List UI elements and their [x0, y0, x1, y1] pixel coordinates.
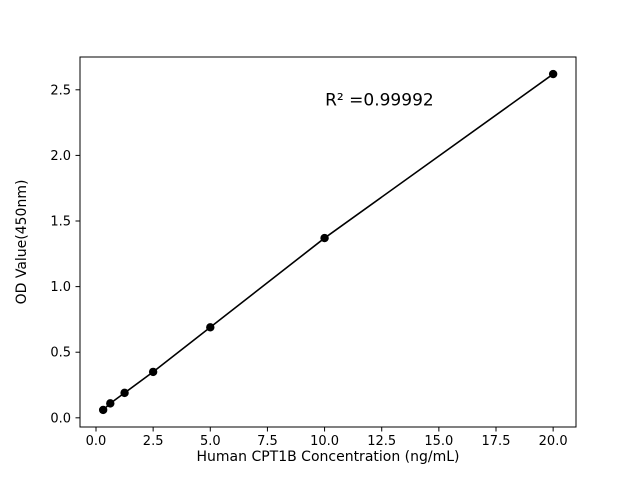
y-tick-label: 0.5 [50, 346, 71, 361]
r-squared-annotation: R² =0.99992 [325, 90, 434, 110]
y-tick-label: 2.0 [50, 149, 71, 164]
y-tick-label: 1.0 [50, 280, 71, 295]
x-axis-label: Human CPT1B Concentration (ng/mL) [197, 449, 460, 465]
x-tick-label: 7.5 [257, 434, 278, 449]
x-tick-label: 10.0 [310, 434, 339, 449]
data-point [120, 388, 129, 398]
x-tick-label: 20.0 [539, 434, 568, 449]
x-tick-label: 0.0 [86, 434, 107, 449]
data-point [320, 233, 329, 243]
data-point [98, 405, 108, 415]
y-tick-label: 2.5 [50, 83, 71, 98]
data-point [206, 323, 215, 332]
x-tick-label: 12.5 [367, 434, 396, 449]
x-tick-label: 5.0 [200, 434, 221, 449]
x-tick-label: 15.0 [424, 434, 453, 449]
y-axis-label: OD Value(450nm) [14, 180, 30, 305]
data-point [106, 399, 115, 408]
x-tick-label: 2.5 [143, 434, 164, 449]
fit-line [102, 73, 554, 411]
y-tick-label: 1.5 [50, 215, 71, 230]
data-point [148, 367, 158, 377]
x-tick-label: 17.5 [482, 434, 511, 449]
data-point [548, 69, 558, 79]
axes-spines [79, 56, 577, 428]
y-tick-label: 0.0 [50, 411, 71, 426]
